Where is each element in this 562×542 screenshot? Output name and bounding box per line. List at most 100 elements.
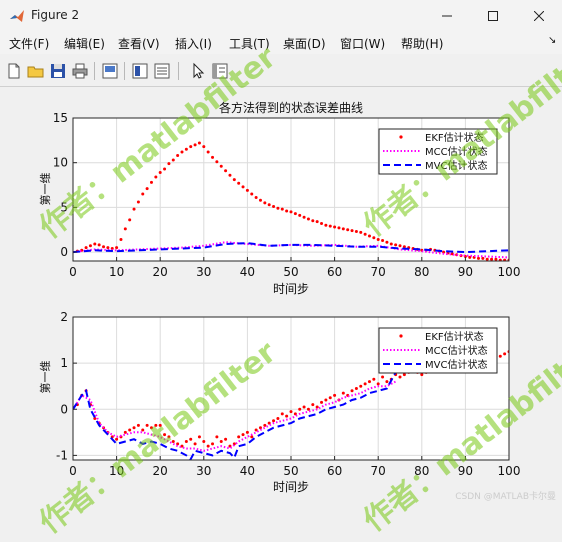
- data-point: [267, 203, 271, 207]
- data-point: [237, 435, 241, 439]
- data-point: [136, 200, 140, 204]
- data-point: [328, 224, 332, 228]
- data-point: [263, 423, 267, 427]
- series-line: [73, 371, 397, 460]
- y-tick-label: -1: [56, 448, 68, 462]
- data-point: [267, 421, 271, 425]
- data-point: [346, 228, 350, 232]
- menu-insert[interactable]: 插入(I): [175, 37, 212, 51]
- data-point: [180, 150, 184, 154]
- menu-overflow-icon[interactable]: ↘: [548, 35, 557, 46]
- data-point: [176, 154, 180, 158]
- axes-top: 各方法得到的状态误差曲线 时间步 第一维 0 10 20 30 40 50 60 70 80 90…: [38, 100, 520, 296]
- menu-view[interactable]: 查看(V): [118, 37, 160, 51]
- data-point: [97, 243, 101, 247]
- data-point: [363, 382, 367, 386]
- data-point: [228, 173, 232, 177]
- data-point: [311, 403, 315, 407]
- csdn-footer: CSDN @MATLAB卡尔曼: [455, 492, 556, 502]
- property-editor-button[interactable]: [210, 61, 230, 81]
- minimize-button[interactable]: [424, 0, 470, 32]
- data-point: [333, 225, 337, 229]
- x-tick-label: 20: [153, 464, 168, 478]
- data-point: [494, 257, 498, 261]
- property-editor-icon: [212, 63, 228, 79]
- data-point: [285, 209, 289, 213]
- save-button[interactable]: [48, 61, 68, 81]
- data-point: [372, 236, 376, 240]
- data-point: [176, 442, 180, 446]
- new-figure-button[interactable]: [4, 61, 24, 81]
- data-point: [115, 437, 119, 441]
- data-point: [211, 155, 215, 159]
- open-file-button[interactable]: [26, 61, 46, 81]
- data-point: [202, 440, 206, 444]
- close-button[interactable]: [516, 0, 562, 32]
- x-axis-label: 时间步: [273, 282, 309, 296]
- axes-title: 各方法得到的状态误差曲线: [219, 100, 363, 115]
- title-bar: Figure 2: [0, 0, 562, 32]
- x-tick-label: 90: [458, 464, 473, 478]
- x-tick-label: 100: [498, 464, 521, 478]
- x-tick-label: 40: [240, 265, 255, 279]
- data-point: [503, 258, 507, 261]
- data-point: [285, 414, 289, 418]
- menu-help[interactable]: 帮助(H): [401, 37, 444, 51]
- data-point: [363, 232, 367, 236]
- menu-file[interactable]: 文件(F): [9, 37, 50, 51]
- data-point: [93, 242, 97, 246]
- data-point: [289, 410, 293, 414]
- x-tick-label: 80: [414, 265, 429, 279]
- x-axis-label: 时间步: [273, 480, 309, 494]
- data-point: [167, 162, 171, 166]
- legend-button[interactable]: [152, 61, 172, 81]
- data-point: [167, 435, 171, 439]
- x-tick-label: 60: [327, 464, 342, 478]
- data-point: [302, 215, 306, 219]
- data-point: [333, 393, 337, 397]
- data-point: [389, 242, 393, 246]
- menu-desktop[interactable]: 桌面(D): [283, 37, 326, 51]
- y-tick-label: 0: [60, 245, 68, 259]
- y-tick-label: 0: [60, 402, 68, 416]
- y-axis-label: 第一维: [38, 173, 52, 206]
- menu-window[interactable]: 窗口(W): [340, 37, 386, 51]
- menu-edit[interactable]: 编辑(E): [64, 37, 105, 51]
- pointer-icon: [193, 62, 205, 79]
- axes-bottom: 时间步 第一维 0 10 20 30 40 50 60 70 80 90 100-1012EKF估计…: [38, 310, 520, 494]
- maximize-button[interactable]: [470, 0, 516, 32]
- link-plot-icon: [102, 63, 118, 79]
- data-point: [367, 234, 371, 238]
- data-point: [115, 246, 119, 250]
- print-button[interactable]: [70, 61, 90, 81]
- data-point: [272, 419, 276, 423]
- data-point: [302, 405, 306, 409]
- pointer-button[interactable]: [188, 61, 208, 81]
- data-point: [136, 423, 140, 427]
- matlab-logo-icon: [10, 10, 24, 22]
- link-plot-button[interactable]: [100, 61, 120, 81]
- data-point: [224, 169, 228, 173]
- data-point: [394, 243, 398, 247]
- data-point: [324, 398, 328, 402]
- data-point: [128, 428, 132, 432]
- data-point: [381, 238, 385, 242]
- colorbar-button[interactable]: [130, 61, 150, 81]
- legend-entry: EKF估计状态: [425, 330, 484, 343]
- data-point: [197, 141, 201, 145]
- legend-entry: EKF估计状态: [425, 131, 484, 144]
- menu-tools[interactable]: 工具(T): [229, 37, 270, 51]
- toolbar-separator: [124, 62, 125, 80]
- data-point: [232, 178, 236, 182]
- data-point: [402, 373, 406, 377]
- data-point: [341, 227, 345, 231]
- data-point: [372, 377, 376, 381]
- data-point: [219, 440, 223, 444]
- legend-entry: MCC估计状态: [425, 344, 488, 357]
- data-point: [219, 164, 223, 168]
- data-point: [245, 430, 249, 434]
- x-tick-label: 80: [414, 464, 429, 478]
- data-point: [354, 230, 358, 234]
- data-point: [145, 423, 149, 427]
- data-point: [171, 158, 175, 162]
